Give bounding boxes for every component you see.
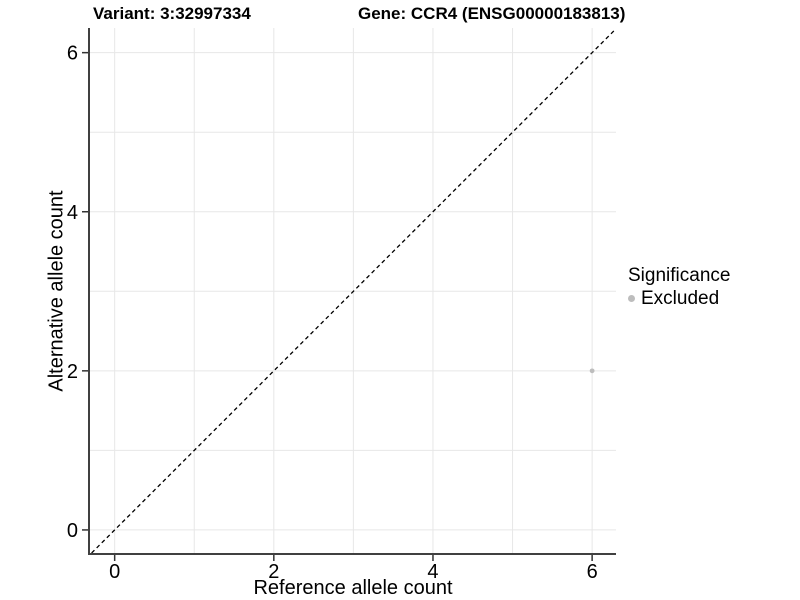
x-axis-title: Reference allele count (253, 577, 453, 599)
legend-entry-label: Excluded (641, 288, 720, 309)
identity-dashed-line (91, 28, 617, 554)
legend-entry: Excluded (628, 287, 730, 310)
x-tick-label: 4 (427, 561, 438, 583)
gene-title: Gene: CCR4 (ENSG00000183813) (358, 4, 626, 23)
y-axis-title: Alternative allele count (45, 190, 68, 392)
y-tick-label: 0 (67, 520, 78, 542)
x-tick-label: 0 (109, 561, 120, 583)
variant-title: Variant: 3:32997334 (93, 4, 251, 23)
legend: Significance Excluded (628, 264, 730, 310)
legend-entries: Excluded (628, 287, 730, 310)
y-tick-label: 2 (67, 361, 78, 383)
legend-point-icon (628, 295, 635, 302)
legend-title: Significance (628, 265, 731, 286)
y-tick-label: 6 (67, 43, 78, 65)
x-tick-label: 2 (268, 561, 279, 583)
y-tick-label: 4 (67, 202, 78, 224)
x-tick-label: 6 (587, 561, 598, 583)
data-point (589, 368, 595, 374)
